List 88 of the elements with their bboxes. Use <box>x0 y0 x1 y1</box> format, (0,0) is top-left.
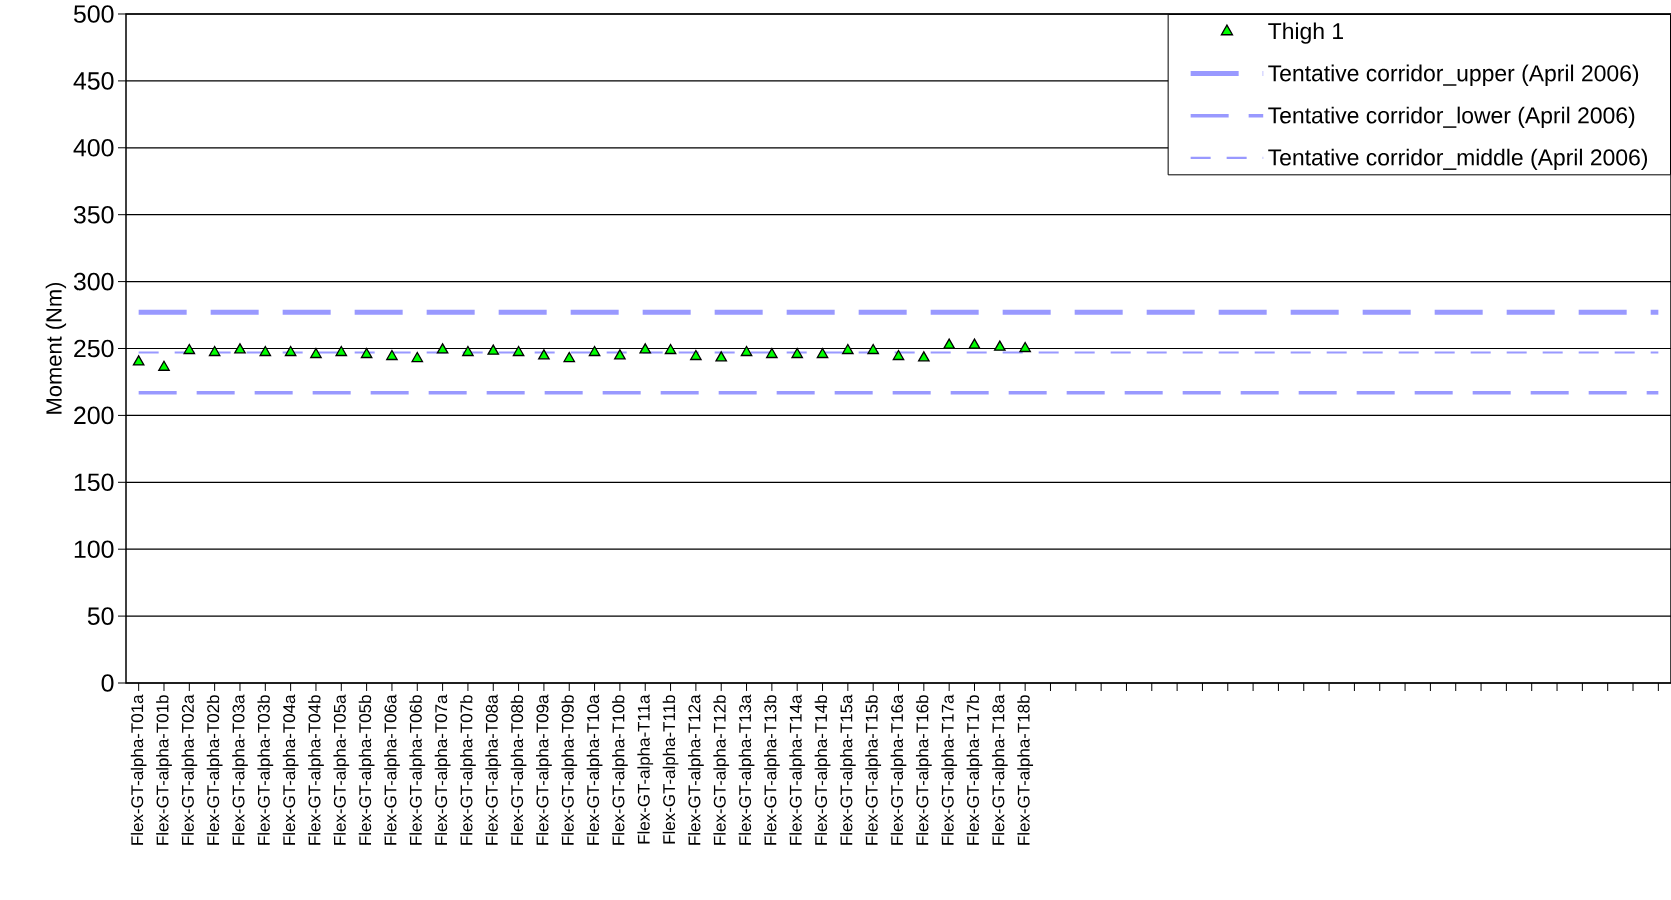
point <box>158 360 170 371</box>
point <box>867 343 880 355</box>
x-tick-label: Flex-GT-alpha-T04a <box>282 694 299 845</box>
y-tick-label: 450 <box>73 72 114 90</box>
y-tick-label: 50 <box>87 607 114 625</box>
point <box>132 355 145 366</box>
point <box>360 347 373 359</box>
point <box>487 344 500 355</box>
x-tick-label: Flex-GT-alpha-T12a <box>687 694 704 845</box>
x-tick-label: Flex-GT-alpha-T16a <box>890 694 907 845</box>
point <box>639 343 652 354</box>
point <box>512 345 525 357</box>
point <box>816 347 829 359</box>
point <box>917 351 930 362</box>
point <box>791 347 804 359</box>
point <box>664 343 677 355</box>
x-tick-label: Flex-GT-alpha-T18a <box>991 694 1008 845</box>
x-tick-label: Flex-GT-alpha-T17a <box>941 694 958 845</box>
x-tick-label: Flex-GT-alpha-T06a <box>384 694 400 845</box>
point <box>842 343 854 355</box>
point <box>614 349 626 360</box>
point <box>436 343 449 354</box>
point <box>1019 341 1031 353</box>
x-tick-label: Flex-GT-alpha-T08a <box>485 694 502 845</box>
point <box>943 338 956 349</box>
y-axis-title: Moment (Nm) <box>45 282 67 414</box>
x-tick-label: Flex-GT-alpha-T17b <box>966 695 983 845</box>
x-tick-label: Flex-GT-alpha-T02b <box>206 695 223 845</box>
x-tick-label: Flex-GT-alpha-T07b <box>460 695 476 845</box>
point <box>259 345 272 357</box>
point <box>284 345 297 357</box>
point <box>766 347 778 359</box>
point <box>715 351 728 362</box>
point <box>968 338 981 349</box>
y-tick-label: 400 <box>73 138 114 157</box>
x-tick-label: Flex-GT-alpha-T15a <box>839 694 856 845</box>
point <box>690 349 702 361</box>
x-tick-label: Flex-GT-alpha-T03b <box>257 695 274 845</box>
point <box>234 343 246 354</box>
x-tick-label: Flex-GT-alpha-T01b <box>156 695 172 845</box>
x-tick-label: Flex-GT-alpha-T14b <box>814 695 831 845</box>
x-tick-label: Flex-GT-alpha-T04b <box>308 695 324 845</box>
point <box>563 351 576 363</box>
y-tick-label: 150 <box>74 473 114 492</box>
x-tick-label: Flex-GT-alpha-T13a <box>738 694 755 845</box>
y-tick-label: 500 <box>73 5 114 23</box>
legend-label: Thigh 1 <box>1268 22 1343 44</box>
x-tick-label: Flex-GT-alpha-T14a <box>789 694 806 845</box>
point <box>183 343 196 355</box>
legend-label: Tentative corridor_upper (April 2006) <box>1268 64 1639 86</box>
x-tick-label: Flex-GT-alpha-T09b <box>561 695 578 845</box>
point <box>993 340 1006 351</box>
point <box>335 345 348 357</box>
y-tick-label: 300 <box>73 272 114 291</box>
point <box>588 345 601 357</box>
x-tick-label: Flex-GT-alpha-T08b <box>510 695 527 845</box>
point <box>740 345 753 357</box>
x-tick-label: Flex-GT-alpha-T06b <box>409 695 426 845</box>
y-tick-label: 200 <box>74 406 114 425</box>
legend-label: Tentative corridor_middle (April 2006) <box>1268 148 1648 171</box>
point <box>310 347 322 359</box>
y-tick-label: 350 <box>73 205 114 224</box>
x-tick-label: Flex-GT-alpha-T12b <box>713 695 730 845</box>
point <box>386 349 398 361</box>
point <box>538 349 550 360</box>
x-tick-label: Flex-GT-alpha-T05b <box>358 695 375 845</box>
x-tick-label: Flex-GT-alpha-T18b <box>1017 695 1034 845</box>
x-tick-label: Flex-GT-alpha-T02a <box>181 694 198 845</box>
x-tick-label: Flex-GT-alpha-T16b <box>915 695 932 845</box>
x-tick-label: Flex-GT-alpha-T09a <box>536 694 552 845</box>
x-tick-label: Flex-GT-alpha-T15b <box>865 695 882 845</box>
x-tick-label: Flex-GT-alpha-T05a <box>333 694 350 845</box>
point <box>892 349 905 361</box>
x-tick-label: Flex-GT-alpha-T11a <box>637 694 654 844</box>
x-tick-label: Flex-GT-alpha-T10b <box>612 695 628 845</box>
x-tick-label: Flex-GT-alpha-T11b <box>662 695 679 844</box>
y-tick-label: 250 <box>74 339 114 358</box>
legend-label: Tentative corridor_lower (April 2006) <box>1268 106 1635 129</box>
x-tick-label: Flex-GT-alpha-T07a <box>434 694 451 845</box>
point <box>208 345 221 357</box>
x-tick-label: Flex-GT-alpha-T13b <box>763 695 780 845</box>
y-tick-label: 0 <box>101 674 114 692</box>
y-tick-label: 100 <box>74 540 114 559</box>
x-tick-label: Flex-GT-alpha-T01a <box>130 694 147 845</box>
point <box>462 345 474 357</box>
x-tick-label: Flex-GT-alpha-T10a <box>586 694 603 845</box>
point <box>411 351 424 363</box>
x-tick-label: Flex-GT-alpha-T03a <box>232 694 248 845</box>
